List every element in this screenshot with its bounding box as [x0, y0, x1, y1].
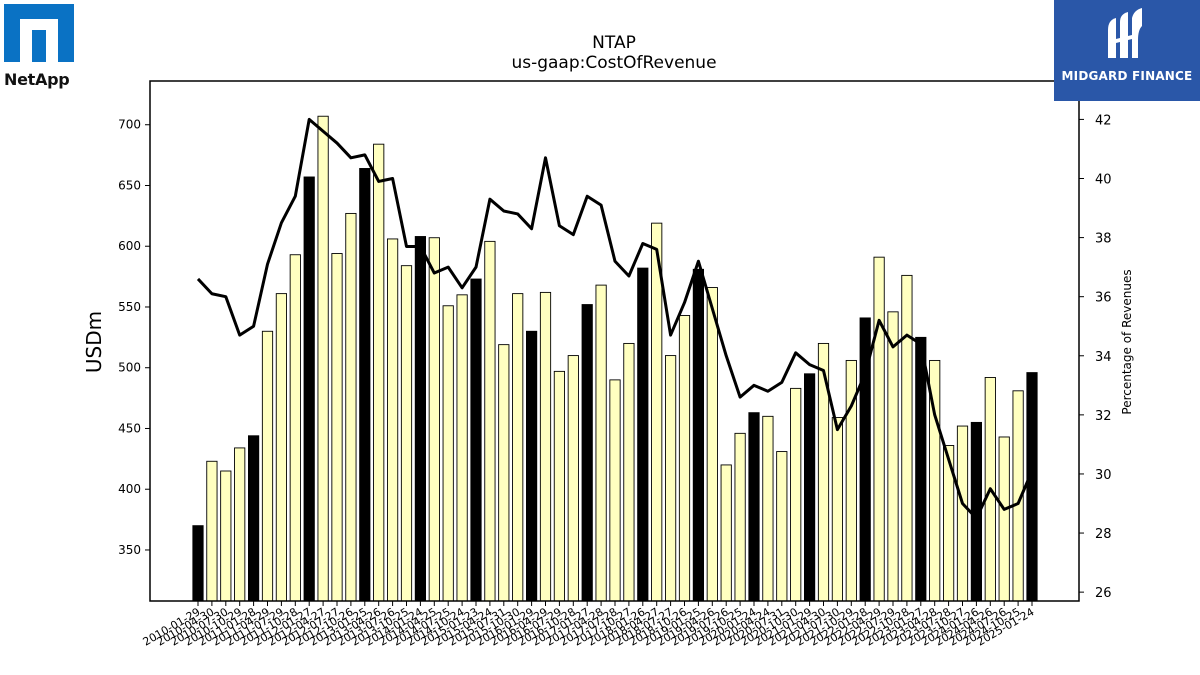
y2-tick-label: 36 — [1095, 291, 1112, 306]
bar — [192, 525, 204, 602]
bar — [387, 238, 399, 602]
bar — [526, 330, 538, 602]
bar — [206, 460, 218, 602]
bar — [901, 274, 913, 602]
bar — [512, 293, 524, 602]
bar — [261, 330, 274, 602]
right-axis-ticks: 26 28 30 32 34 36 38 40 42 — [1079, 113, 1112, 601]
y2-tick-label: 42 — [1095, 113, 1112, 128]
y2-tick-label: 40 — [1095, 173, 1112, 188]
bar — [665, 355, 677, 602]
bar — [623, 342, 635, 602]
y2-tick-label: 28 — [1095, 527, 1112, 542]
bar — [498, 344, 510, 602]
bar — [553, 370, 566, 602]
bar — [678, 315, 691, 602]
y-tick-label: 400 — [118, 482, 141, 496]
bar — [776, 451, 788, 602]
midgard-logo-text: MIDGARD FINANCE — [1061, 69, 1193, 83]
bar — [595, 284, 607, 602]
bar — [762, 415, 774, 602]
bar — [359, 168, 371, 602]
bar — [581, 304, 593, 602]
y-tick-label: 550 — [118, 300, 141, 314]
x-axis-ticks: 2010-01-292010-04-302010-07-302010-10-29… — [141, 601, 1037, 649]
chart-subtitle: us-gaap:CostOfRevenue — [511, 53, 716, 73]
bar — [470, 278, 482, 602]
bar — [706, 287, 718, 602]
y2-tick-label: 34 — [1095, 350, 1112, 365]
netapp-logo: NetApp — [4, 4, 84, 94]
bar — [887, 311, 899, 602]
y2-tick-label: 32 — [1095, 409, 1112, 424]
y-tick-label: 450 — [118, 421, 141, 435]
bar — [331, 253, 343, 602]
bar — [247, 435, 260, 602]
bar — [234, 447, 246, 602]
y-tick-label: 700 — [118, 118, 141, 132]
bar — [873, 256, 885, 602]
bar — [400, 265, 413, 602]
y2-tick-label: 38 — [1095, 232, 1112, 247]
y2-tick-label: 30 — [1095, 468, 1112, 483]
bar — [956, 425, 969, 602]
bar — [831, 417, 844, 602]
bar — [484, 240, 496, 602]
bar-series — [192, 115, 1038, 602]
y2-tick-label: 26 — [1095, 586, 1112, 601]
line-series — [196, 117, 1034, 520]
netapp-mark-icon — [4, 4, 74, 62]
bar — [275, 293, 288, 602]
bar — [1026, 372, 1038, 602]
y-tick-label: 500 — [118, 361, 141, 375]
percentage-line — [196, 117, 1034, 520]
bar — [428, 237, 440, 602]
bar — [317, 115, 329, 602]
bar — [790, 387, 802, 602]
bar — [804, 373, 816, 602]
bar — [998, 436, 1010, 602]
y-tick-label: 650 — [118, 178, 141, 192]
y-tick-label: 600 — [118, 239, 141, 253]
bar — [289, 254, 301, 602]
bar — [609, 379, 621, 602]
y-axis-label: USDm — [82, 311, 106, 373]
bar — [734, 432, 746, 602]
bar — [539, 291, 552, 602]
bar — [692, 268, 705, 602]
netapp-logo-text: NetApp — [4, 70, 70, 89]
bar — [915, 336, 927, 602]
bar — [414, 236, 427, 602]
bar — [303, 176, 315, 602]
bar — [567, 355, 579, 602]
chart-title: NTAP — [592, 33, 636, 53]
y2-axis-label: Percentage of Revenues — [1120, 269, 1134, 414]
left-axis-ticks: 350 400 450 500 550 600 650 700 — [118, 118, 150, 557]
bar — [220, 470, 232, 602]
bar — [456, 294, 468, 602]
midgard-finance-logo: MIDGARD FINANCE — [1054, 0, 1200, 101]
midgard-mark-icon — [1108, 8, 1142, 58]
bar — [720, 464, 732, 602]
bar — [748, 412, 760, 602]
bar — [637, 267, 649, 602]
bar — [345, 212, 357, 602]
bar — [373, 143, 385, 602]
bar — [442, 305, 454, 602]
y-tick-label: 350 — [118, 543, 141, 557]
